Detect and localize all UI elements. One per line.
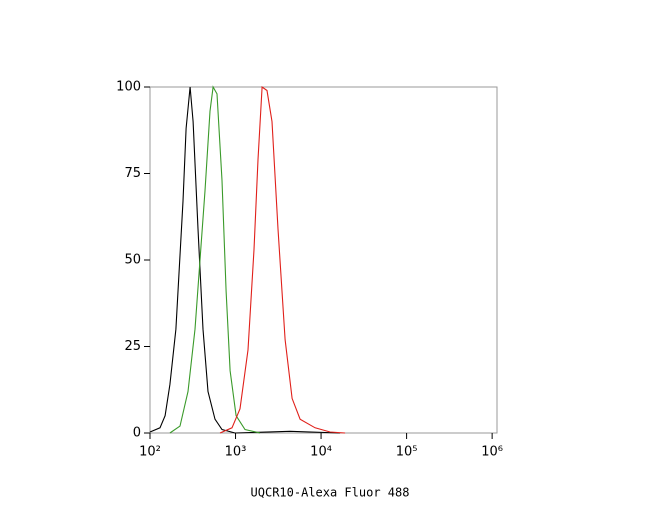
y-tick-label: 25 bbox=[124, 339, 141, 354]
x-tick-label: 10⁶ bbox=[481, 445, 503, 460]
x-axis-label: UQCR10-Alexa Fluor 488 bbox=[251, 486, 410, 500]
x-tick-label: 10³ bbox=[225, 445, 247, 460]
y-tick-label: 0 bbox=[133, 426, 141, 441]
y-tick-label: 50 bbox=[124, 253, 141, 268]
histogram-line bbox=[219, 85, 346, 434]
plot-frame bbox=[149, 86, 498, 434]
x-tick-label: 10⁴ bbox=[310, 445, 332, 460]
histogram-line bbox=[169, 85, 261, 434]
y-tick-label: 100 bbox=[116, 80, 141, 95]
histogram-line bbox=[149, 86, 341, 434]
x-tick-label: 10² bbox=[139, 445, 161, 460]
x-tick-label: 10⁵ bbox=[396, 445, 418, 460]
y-tick-label: 75 bbox=[124, 166, 141, 181]
